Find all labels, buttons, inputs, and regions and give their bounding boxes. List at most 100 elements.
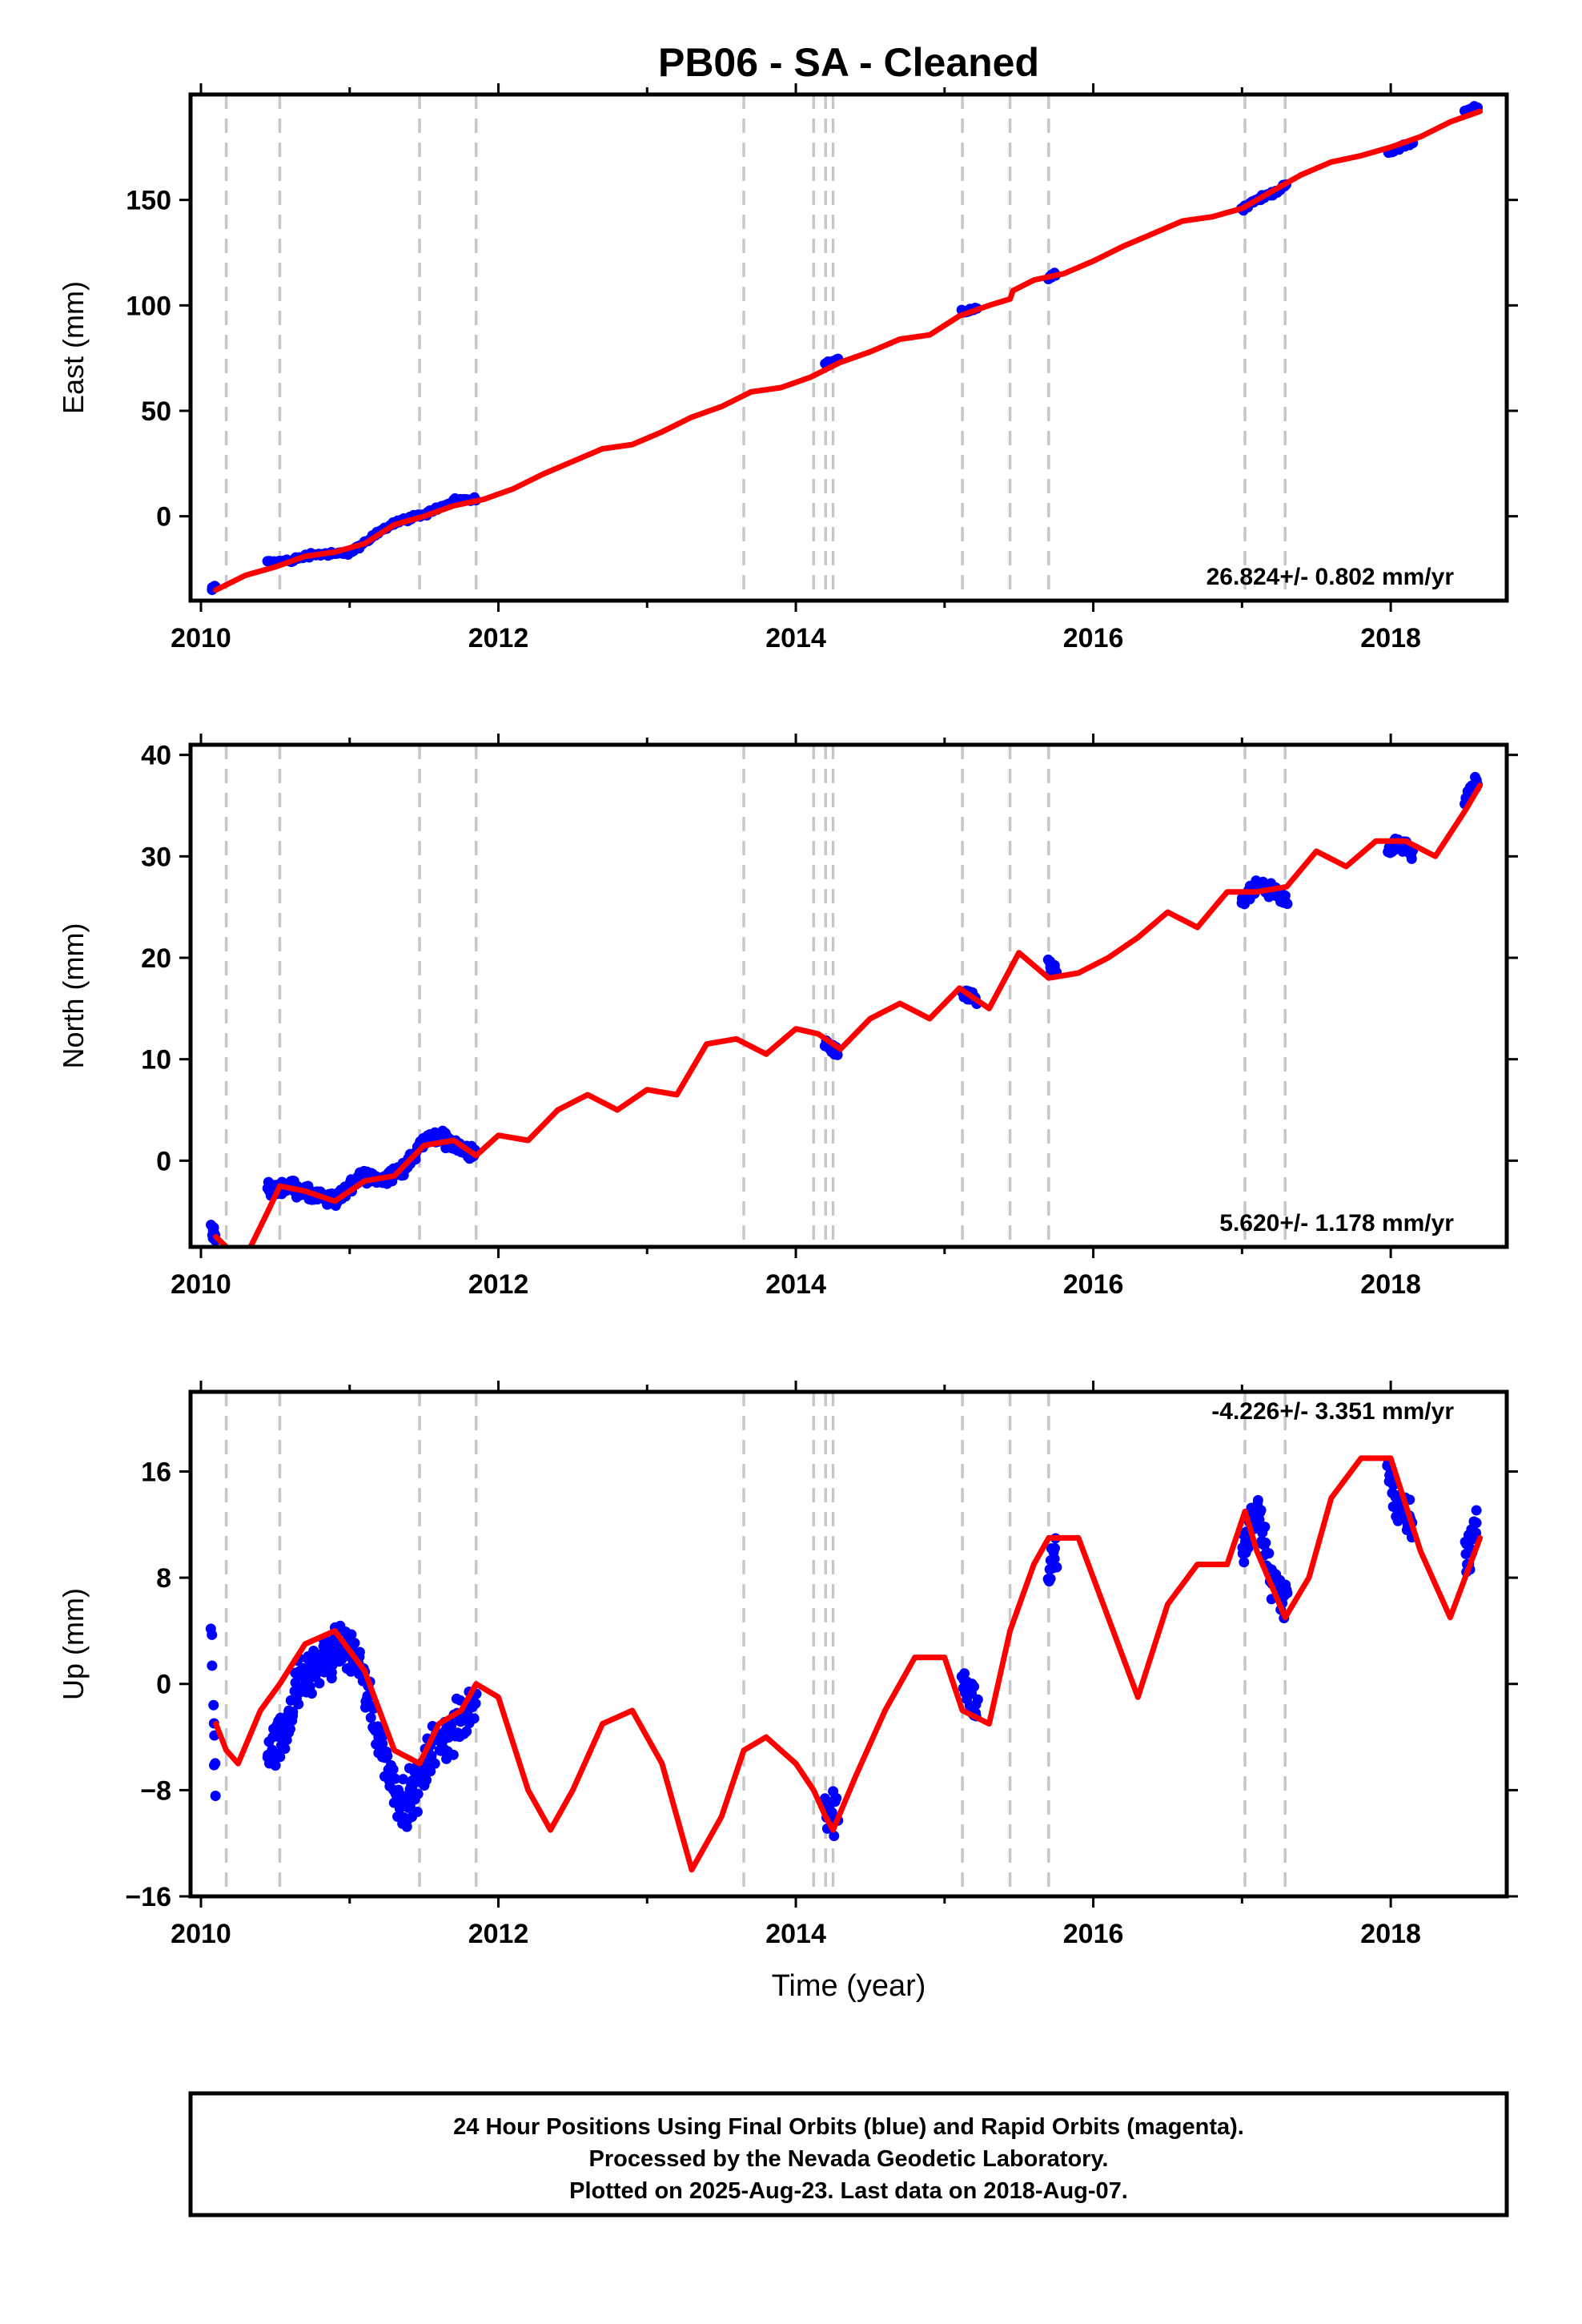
- up-plot-area: [205, 1392, 1484, 1896]
- up-data-point: [354, 1647, 365, 1658]
- up-data-point: [412, 1806, 423, 1817]
- up-ytick-label--8: −8: [140, 1775, 171, 1806]
- up-xtick-label-2012: 2012: [468, 1919, 529, 1949]
- up-data-point: [382, 1751, 393, 1762]
- north-model-curve: [213, 782, 1484, 1247]
- north-frame: [188, 742, 1509, 1249]
- up-data-point: [412, 1788, 424, 1799]
- up-data-point: [387, 1763, 399, 1775]
- up-data-point: [401, 1821, 412, 1832]
- north-xtick-label-2014: 2014: [765, 1269, 826, 1300]
- footer-line-2: Processed by the Nevada Geodetic Laborat…: [589, 2146, 1109, 2172]
- up-data-point: [210, 1791, 221, 1802]
- up-data-point: [287, 1710, 299, 1721]
- up-data-point: [959, 1668, 970, 1679]
- up-data-point: [1239, 1557, 1250, 1568]
- footer-box: 24 Hour Positions Using Final Orbits (bl…: [188, 2091, 1509, 2217]
- up-model-curve: [213, 1455, 1484, 1873]
- east-panel: 2010 2012 2014 2016 2018 0 50 100 150 East (mm) 26…: [57, 83, 1518, 653]
- north-data-point: [1406, 853, 1417, 864]
- up-xtick-label-2010: 2010: [171, 1919, 231, 1949]
- east-xtick-label-2016: 2016: [1063, 623, 1124, 653]
- up-data-point: [319, 1667, 330, 1678]
- chart-title: PB06 - SA - Cleaned: [658, 40, 1039, 85]
- east-model-curve: [213, 108, 1484, 593]
- up-data-point: [1471, 1518, 1482, 1529]
- north-xtick-label-2012: 2012: [468, 1269, 529, 1300]
- up-data-point: [390, 1773, 401, 1784]
- up-data-point: [1051, 1562, 1062, 1573]
- up-ylabel: Up (mm): [57, 1588, 90, 1700]
- up-ytick-label--16: −16: [125, 1882, 171, 1912]
- up-data-point: [279, 1743, 291, 1755]
- north-xtick-label-2010: 2010: [171, 1269, 231, 1300]
- up-data-point: [468, 1713, 480, 1724]
- footer-line-3: Plotted on 2025-Aug-23. Last data on 201…: [569, 2178, 1128, 2204]
- up-data-point: [1260, 1538, 1271, 1549]
- north-ytick-label-0: 0: [156, 1146, 171, 1176]
- east-ytick-label-50: 50: [141, 396, 171, 427]
- up-data-point: [969, 1681, 980, 1692]
- north-panel: 2010 2012 2014 2016 2018 0 10 20 30 40 North (mm) 5…: [57, 734, 1518, 1300]
- up-data-point: [831, 1792, 842, 1803]
- up-data-point: [425, 1766, 436, 1777]
- north-data-point: [832, 1049, 843, 1060]
- up-data-point: [397, 1774, 408, 1785]
- up-data-point: [1045, 1573, 1056, 1584]
- up-data-point: [293, 1699, 304, 1710]
- up-data-point: [1252, 1494, 1263, 1506]
- up-data-point: [470, 1698, 481, 1709]
- footer-line-1: 24 Hour Positions Using Final Orbits (bl…: [453, 2114, 1244, 2140]
- up-data-point: [421, 1775, 432, 1786]
- up-data-point: [326, 1673, 337, 1684]
- east-ylabel: East (mm): [57, 281, 90, 414]
- up-data-point: [461, 1726, 472, 1737]
- east-ytick-label-0: 0: [156, 502, 171, 533]
- up-data-point: [306, 1688, 317, 1699]
- north-ytick-label-30: 30: [141, 842, 171, 872]
- up-data-point: [1471, 1505, 1482, 1516]
- north-xtick-label-2016: 2016: [1063, 1269, 1124, 1300]
- up-xtick-label-2014: 2014: [765, 1919, 826, 1949]
- north-ylabel: North (mm): [57, 923, 90, 1069]
- up-data-point: [1282, 1587, 1293, 1598]
- up-frame: [188, 1389, 1509, 1899]
- up-data-point: [1049, 1553, 1060, 1564]
- up-data-point: [270, 1760, 281, 1771]
- north-data-point: [1282, 899, 1293, 910]
- up-data-point: [210, 1758, 221, 1769]
- up-data-point: [314, 1678, 325, 1689]
- east-xtick-label-2010: 2010: [171, 623, 231, 653]
- up-rate-label: -4.226+/- 3.351 mm/yr: [1211, 1398, 1454, 1425]
- east-xtick-label-2012: 2012: [468, 623, 529, 653]
- up-ytick-label-16: 16: [141, 1457, 171, 1487]
- north-plot-area: [206, 745, 1484, 1247]
- up-data-point: [208, 1699, 219, 1711]
- up-data-point: [429, 1758, 440, 1769]
- east-plot-area: [207, 94, 1484, 601]
- east-ytick-label-150: 150: [126, 186, 171, 216]
- up-data-point: [275, 1751, 286, 1763]
- up-data-point: [1050, 1542, 1061, 1554]
- east-ytick-label-100: 100: [126, 291, 171, 321]
- up-data-point: [349, 1638, 360, 1649]
- north-ytick-label-20: 20: [141, 943, 171, 974]
- up-ytick-label-0: 0: [156, 1670, 171, 1700]
- up-xtick-label-2018: 2018: [1360, 1919, 1421, 1949]
- up-data-point: [1259, 1522, 1271, 1533]
- up-data-point: [972, 1694, 983, 1705]
- footer-frame: [188, 2091, 1509, 2217]
- north-rate-label: 5.620+/- 1.178 mm/yr: [1219, 1210, 1454, 1236]
- east-frame: [188, 92, 1509, 603]
- east-xtick-label-2014: 2014: [765, 623, 826, 653]
- north-xtick-label-2018: 2018: [1360, 1269, 1421, 1300]
- up-data-point: [1263, 1548, 1275, 1559]
- up-data-point: [346, 1629, 357, 1640]
- east-xtick-label-2018: 2018: [1360, 623, 1421, 653]
- north-ytick-label-40: 40: [141, 741, 171, 771]
- up-data-point: [377, 1738, 388, 1749]
- up-data-point: [365, 1712, 376, 1723]
